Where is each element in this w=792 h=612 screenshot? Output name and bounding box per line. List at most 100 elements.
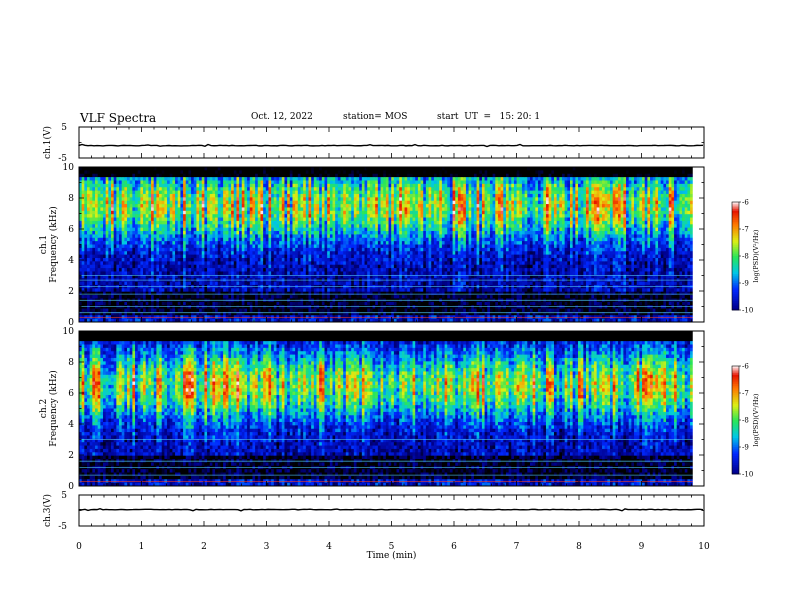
spectrogram-cell [161, 308, 165, 313]
spectrogram-cell [204, 271, 208, 276]
spectrogram-cell [335, 291, 339, 296]
spectrogram-cell [215, 274, 219, 279]
spectrogram-cell [311, 224, 315, 228]
spectrogram-cell [220, 180, 224, 185]
spectrogram-cell [207, 251, 211, 255]
spectrogram-cell [135, 214, 139, 218]
spectrogram-cell [209, 305, 213, 309]
spectrogram-cell [311, 187, 315, 191]
spectrogram-cell [313, 295, 317, 299]
spectrogram-cell [92, 197, 96, 202]
spectrogram-cell [337, 190, 341, 195]
spectrogram-cell [268, 187, 272, 191]
spectrogram-cell [113, 237, 117, 242]
spectrogram-cell [263, 190, 267, 195]
spectrogram-cell [353, 281, 357, 286]
spectrogram-cell [244, 187, 248, 191]
spectrogram-cell [84, 247, 88, 252]
spectrogram-cell [156, 200, 160, 205]
spectrogram-cell [255, 173, 259, 178]
spectrogram-cell [287, 197, 291, 202]
spectrogram-cell [204, 224, 208, 228]
spectrogram-cell [255, 281, 259, 286]
spectrogram-cell [316, 227, 320, 232]
spectrogram-cell [143, 200, 147, 205]
spectrogram-cell [281, 268, 285, 272]
spectrogram-cell [225, 284, 229, 289]
spectrogram-cell [308, 251, 312, 255]
spectrogram-cell [260, 187, 264, 191]
spectrogram-cell [335, 301, 339, 306]
spectrogram-cell [223, 295, 227, 299]
spectrogram-cell [351, 247, 355, 252]
spectrogram-cell [103, 247, 107, 252]
spectrogram-cell [324, 210, 328, 215]
spectrogram-cell [113, 295, 117, 299]
spectrogram-cell [249, 244, 253, 249]
spectrogram-cell [193, 177, 197, 181]
spectrogram-cell [167, 234, 171, 239]
spectrogram-cell [300, 170, 304, 175]
spectrogram-cell [257, 187, 261, 191]
spectrogram-cell [340, 207, 344, 212]
spectrogram-cell [164, 193, 168, 198]
spectrogram-cell [140, 197, 144, 202]
spectrogram-cell [329, 311, 333, 316]
spectrogram-cell [359, 288, 363, 293]
spectrogram-cell [108, 217, 112, 222]
spectrogram-cell [228, 227, 232, 232]
spectrogram-cell [343, 227, 347, 232]
spectrogram-cell [148, 204, 152, 208]
spectrogram-cell [356, 200, 360, 205]
spectrogram-cell [287, 173, 291, 178]
spectrogram-cell [129, 251, 133, 255]
spectrogram-cell [113, 318, 117, 323]
spectrogram-cell [100, 301, 104, 306]
spectrogram-cell [215, 241, 219, 245]
spectrogram-cell [151, 173, 155, 178]
spectrogram-cell [249, 295, 253, 299]
spectrogram-cell [271, 217, 275, 222]
spectrogram-cell [185, 190, 189, 195]
spectrogram-cell [220, 227, 224, 232]
spectrogram-cell [271, 234, 275, 239]
spectrogram-cell [289, 264, 293, 269]
spectrogram-cell [353, 190, 357, 195]
spectrogram-cell [343, 261, 347, 266]
spectrogram-cell [119, 193, 123, 198]
spectrogram-cell [212, 227, 216, 232]
spectrogram-cell [265, 173, 269, 178]
spectrogram-cell [81, 244, 85, 249]
spectrogram-cell [321, 291, 325, 296]
spectrogram-cell [145, 183, 149, 188]
spectrogram-cell [159, 264, 163, 269]
spectrogram-cell [113, 217, 117, 222]
spectrogram-cell [135, 291, 139, 296]
spectrogram-cell [180, 167, 184, 171]
spectrogram-cell [159, 234, 163, 239]
spectrogram-cell [135, 173, 139, 178]
spectrogram-cell [79, 197, 83, 202]
spectrogram-cell [311, 177, 315, 181]
spectrogram-cell [324, 281, 328, 286]
spectrogram-cell [233, 167, 237, 171]
spectrogram-cell [241, 274, 245, 279]
spectrogram-cell [225, 183, 229, 188]
spectrogram-cell [233, 264, 237, 269]
spectrogram-cell [127, 220, 131, 225]
spectrogram-cell [348, 237, 352, 242]
spectrogram-cell [255, 257, 259, 262]
spectrogram-cell [257, 318, 261, 323]
spectrogram-cell [87, 237, 91, 242]
spectrogram-cell [244, 197, 248, 202]
spectrogram-cell [172, 254, 176, 259]
spectrogram-cell [233, 241, 237, 245]
spectrogram-cell [137, 274, 141, 279]
spectrogram-cell [260, 281, 264, 286]
spectrogram-cell [311, 231, 315, 235]
spectrogram-cell [244, 281, 248, 286]
spectrogram-cell [164, 187, 168, 191]
spectrogram-cell [207, 271, 211, 276]
spectrogram-cell [217, 291, 221, 296]
